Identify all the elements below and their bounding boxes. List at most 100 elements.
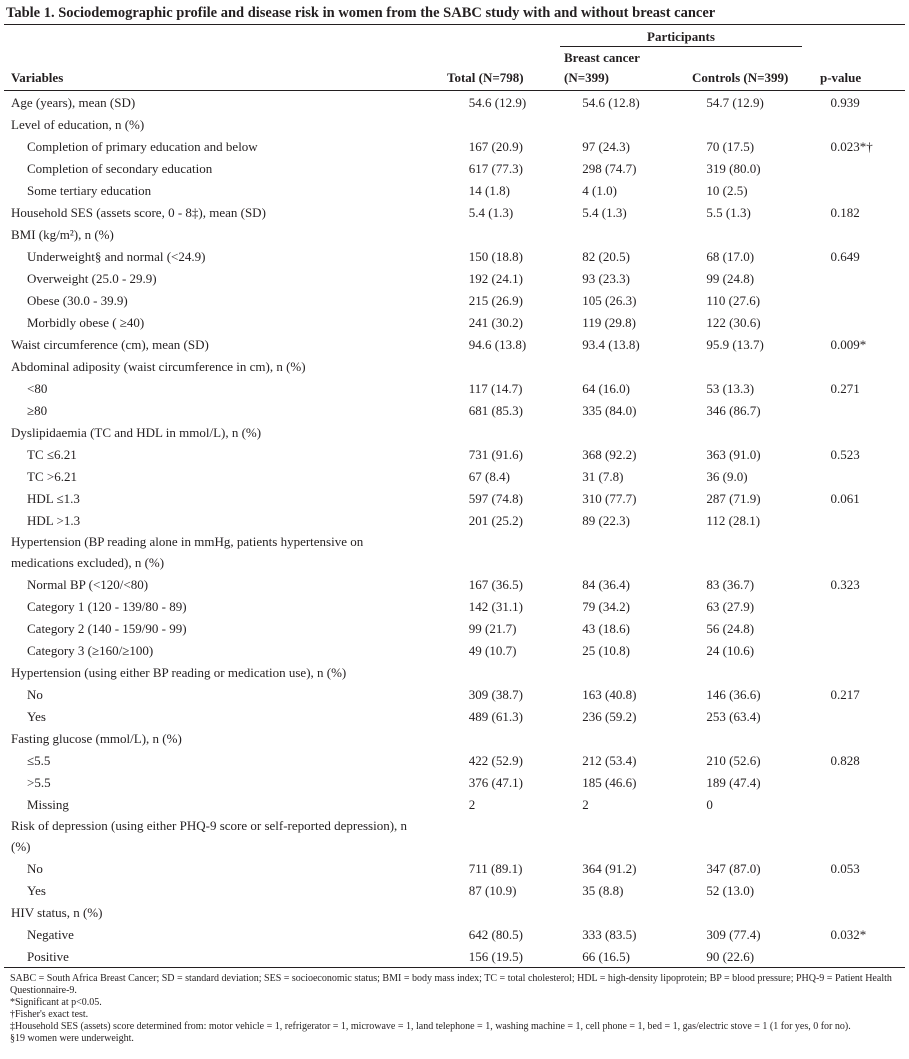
variable-label: ≤5.5 bbox=[27, 752, 51, 768]
variable-cell: HDL ≤1.3 bbox=[4, 487, 469, 509]
variable-cell: Normal BP (<120/<80) bbox=[4, 573, 469, 595]
value-cell: 0.939 bbox=[830, 94, 860, 110]
value-cell: 210 (52.6) bbox=[706, 752, 761, 768]
value-cell bbox=[830, 705, 909, 727]
value-cell: 93 (23.3) bbox=[582, 270, 630, 286]
value-cell: 0.032* bbox=[830, 926, 867, 942]
value-cell: 0.217 bbox=[830, 686, 860, 702]
variable-label: Obese (30.0 - 39.9) bbox=[27, 292, 128, 308]
value-cell: 364 (91.2) bbox=[582, 860, 637, 876]
variable-cell: Waist circumference (cm), mean (SD) bbox=[4, 333, 469, 355]
value-cell: 14 (1.8) bbox=[468, 182, 510, 198]
value-cell: 335 (84.0) bbox=[582, 402, 637, 418]
sub-row: Yes 87 (10.9) 35 (8.8) 52 (13.0) bbox=[4, 879, 909, 901]
group-row: Hypertension (using either BP reading or… bbox=[4, 661, 909, 683]
sub-row: Completion of secondary education 617 (77… bbox=[4, 157, 909, 179]
value-cell bbox=[469, 901, 583, 923]
sub-row: ≤5.5 422 (52.9) 212 (53.4) 210 (52.6) 0.828 bbox=[4, 749, 909, 771]
variable-cell: Some tertiary education bbox=[4, 179, 469, 201]
value-cell bbox=[830, 399, 909, 421]
value-cell bbox=[706, 727, 830, 749]
value-cell: 95.9 (13.7) bbox=[706, 336, 764, 352]
sub-row: Yes 489 (61.3) 236 (59.2) 253 (63.4) bbox=[4, 705, 909, 727]
group-row: Age (years), mean (SD) 54.6 (12.9) 54.6 (1… bbox=[4, 91, 909, 113]
sub-row: No 309 (38.7) 163 (40.8) 146 (36.6) 0.217 bbox=[4, 683, 909, 705]
variable-label: HDL >1.3 bbox=[27, 512, 81, 528]
value-cell bbox=[469, 421, 583, 443]
variable-label: Hypertension (using either BP reading or… bbox=[11, 664, 347, 680]
value-cell: 5.5 (1.3) bbox=[706, 204, 751, 220]
table-title: Table 1. Sociodemographic profile and di… bbox=[6, 5, 716, 21]
footnote: ‡Household SES (assets) score determined… bbox=[10, 1021, 851, 1032]
value-cell: 53 (13.3) bbox=[706, 380, 755, 396]
variable-cell: Category 3 (≥160/≥100) bbox=[4, 639, 469, 661]
sub-row: Missing 2 2 0 bbox=[4, 793, 909, 815]
sub-row: TC >6.21 67 (8.4) 31 (7.8) 36 (9.0) bbox=[4, 465, 909, 487]
value-cell: 105 (26.3) bbox=[582, 292, 637, 308]
value-cell bbox=[830, 311, 909, 333]
variable-cell: Negative bbox=[4, 923, 469, 945]
value-cell: 309 (38.7) bbox=[468, 686, 523, 702]
value-cell: 31 (7.8) bbox=[582, 468, 624, 484]
header-rule bbox=[4, 90, 905, 91]
variable-label: HIV status, n (%) bbox=[11, 904, 103, 920]
value-cell: 0.061 bbox=[830, 490, 860, 506]
variables-header: Variables bbox=[11, 70, 64, 85]
value-cell: 368 (92.2) bbox=[582, 446, 637, 462]
value-cell bbox=[830, 289, 909, 311]
value-cell: 90 (22.6) bbox=[706, 948, 755, 964]
data-table: Age (years), mean (SD) 54.6 (12.9) 54.6 (1… bbox=[4, 91, 909, 967]
value-cell bbox=[582, 727, 706, 749]
variable-cell: Age (years), mean (SD) bbox=[4, 91, 469, 113]
variable-cell: Abdominal adiposity (waist circumference… bbox=[4, 355, 469, 377]
value-cell bbox=[469, 355, 583, 377]
value-cell: 4 (1.0) bbox=[582, 182, 617, 198]
variable-cell: Overweight (25.0 - 29.9) bbox=[4, 267, 469, 289]
value-cell: 54.6 (12.8) bbox=[582, 94, 640, 110]
value-cell: 24 (10.6) bbox=[706, 642, 755, 658]
sub-row: TC ≤6.21 731 (91.6) 368 (92.2) 363 (91.0) 0.… bbox=[4, 443, 909, 465]
sub-row: Positive 156 (19.5) 66 (16.5) 90 (22.6) bbox=[4, 945, 909, 967]
value-cell: 376 (47.1) bbox=[468, 774, 523, 790]
value-cell bbox=[830, 157, 909, 179]
value-cell: 617 (77.3) bbox=[468, 160, 523, 176]
value-cell: 189 (47.4) bbox=[706, 774, 761, 790]
value-cell: 67 (8.4) bbox=[468, 468, 510, 484]
value-cell: 711 (89.1) bbox=[468, 860, 523, 876]
variable-label: Hypertension (BP reading alone in mmHg, … bbox=[11, 534, 364, 570]
variable-cell: Yes bbox=[4, 705, 469, 727]
variable-label: BMI (kg/m²), n (%) bbox=[11, 226, 114, 242]
variable-label: Level of education, n (%) bbox=[11, 116, 145, 132]
variable-cell: Risk of depression (using either PHQ-9 s… bbox=[4, 815, 469, 857]
variable-label: Yes bbox=[27, 708, 46, 724]
value-cell: 347 (87.0) bbox=[706, 860, 761, 876]
value-cell bbox=[830, 617, 909, 639]
sub-row: Category 1 (120 - 139/80 - 89) 142 (31.1)… bbox=[4, 595, 909, 617]
value-cell: 35 (8.8) bbox=[582, 882, 624, 898]
variable-label: TC ≤6.21 bbox=[27, 446, 77, 462]
value-cell bbox=[469, 661, 583, 683]
value-cell bbox=[830, 355, 909, 377]
group-row: Abdominal adiposity (waist circumference… bbox=[4, 355, 909, 377]
value-cell: 112 (28.1) bbox=[706, 512, 761, 528]
variable-label: Dyslipidaemia (TC and HDL in mmol/L), n … bbox=[11, 424, 262, 440]
value-cell: 319 (80.0) bbox=[706, 160, 761, 176]
variable-cell: Category 1 (120 - 139/80 - 89) bbox=[4, 595, 469, 617]
value-cell bbox=[830, 179, 909, 201]
sub-row: Normal BP (<120/<80) 167 (36.5) 84 (36.4) 8… bbox=[4, 573, 909, 595]
value-cell: 10 (2.5) bbox=[706, 182, 748, 198]
value-cell: 150 (18.8) bbox=[468, 248, 523, 264]
value-cell: 0.271 bbox=[830, 380, 860, 396]
value-cell: 83 (36.7) bbox=[706, 576, 755, 592]
value-cell: 119 (29.8) bbox=[582, 314, 636, 330]
value-cell bbox=[830, 509, 909, 531]
footnote: SABC = South Africa Breast Cancer; SD = … bbox=[10, 973, 892, 996]
variable-label: Underweight§ and normal (<24.9) bbox=[27, 248, 206, 264]
group-row: BMI (kg/m²), n (%) bbox=[4, 223, 909, 245]
group-row: Hypertension (BP reading alone in mmHg, … bbox=[4, 531, 909, 573]
variable-cell: TC >6.21 bbox=[4, 465, 469, 487]
value-cell: 201 (25.2) bbox=[468, 512, 523, 528]
value-cell: 489 (61.3) bbox=[468, 708, 523, 724]
value-cell bbox=[582, 901, 706, 923]
